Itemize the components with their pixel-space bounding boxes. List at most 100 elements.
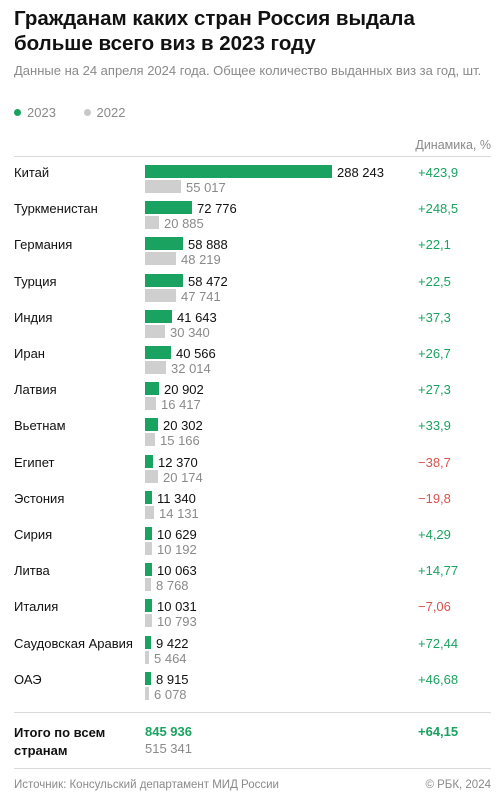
bar-2023 — [145, 418, 158, 431]
legend-label-2023: 2023 — [27, 105, 56, 120]
bar-2022 — [145, 542, 152, 555]
row-label: Вьетнам — [14, 418, 66, 433]
row-label: Индия — [14, 310, 53, 325]
dynamic-value: +4,29 — [418, 527, 451, 542]
bar-2023 — [145, 599, 152, 612]
value-label-2023: 58 888 — [188, 237, 228, 252]
bar-2023 — [145, 455, 153, 468]
bar-2023 — [145, 237, 183, 250]
dynamic-value: +22,1 — [418, 237, 451, 252]
value-label-2022: 55 017 — [186, 180, 226, 195]
value-label-2023: 10 063 — [157, 563, 197, 578]
legend-swatch-2023 — [14, 109, 21, 116]
brand-credit: © РБК, 2024 — [425, 779, 491, 791]
value-label-2023: 10 031 — [157, 599, 197, 614]
dynamic-value: −38,7 — [418, 455, 451, 470]
row-label: Саудовская Аравия — [14, 636, 133, 651]
total-value-2022: 515 341 — [145, 741, 192, 756]
total-value-2023: 845 936 — [145, 724, 192, 739]
total-label: Итого по всем странам — [14, 725, 106, 758]
row-label: Иран — [14, 346, 45, 361]
row-label: Германия — [14, 237, 73, 252]
bar-2023 — [145, 201, 192, 214]
bar-2022 — [145, 361, 166, 374]
total-divider — [14, 712, 491, 713]
footer-divider — [14, 768, 491, 769]
value-label-2023: 20 902 — [164, 382, 204, 397]
chart-subtitle: Данные на 24 апреля 2024 года. Общее кол… — [14, 63, 482, 78]
bar-2023 — [145, 636, 151, 649]
bar-2022 — [145, 651, 149, 664]
value-label-2022: 10 793 — [157, 614, 197, 629]
bar-2023 — [145, 310, 172, 323]
dynamic-value: +22,5 — [418, 274, 451, 289]
row-label: Туркменистан — [14, 201, 98, 216]
value-label-2023: 8 915 — [156, 672, 189, 687]
legend-item-2022: 2022 — [83, 105, 126, 120]
value-label-2023: 11 340 — [157, 491, 196, 506]
row-label: Китай — [14, 165, 50, 180]
value-label-2022: 5 464 — [154, 651, 187, 666]
bar-2022 — [145, 687, 149, 700]
legend-label-2022: 2022 — [96, 105, 126, 120]
bar-2022 — [145, 397, 156, 410]
bar-2023 — [145, 346, 171, 359]
header-divider — [14, 156, 491, 157]
value-label-2023: 12 370 — [158, 455, 198, 470]
value-label-2022: 48 219 — [181, 252, 221, 267]
row-label: Италия — [14, 599, 59, 614]
dynamic-value: +46,68 — [418, 672, 459, 687]
legend-swatch-2022 — [83, 109, 91, 116]
value-label-2023: 9 422 — [156, 636, 189, 651]
value-label-2023: 40 566 — [176, 346, 216, 361]
legend: 2023 2022 — [14, 104, 149, 120]
value-label-2022: 20 885 — [164, 216, 204, 231]
bar-2022 — [145, 433, 155, 446]
row-label: Турция — [14, 274, 57, 289]
legend-item-2023: 2023 — [14, 105, 56, 120]
value-label-2022: 30 340 — [170, 325, 210, 340]
value-label-2022: 32 014 — [171, 361, 211, 376]
dynamic-value: +27,3 — [418, 382, 451, 397]
bar-2023 — [145, 382, 159, 395]
source-note: Источник: Консульский департамент МИД Ро… — [14, 779, 279, 791]
chart-title: Гражданам каких стран Россия выдала боль… — [14, 7, 415, 55]
bar-2022 — [145, 289, 176, 302]
bar-2022 — [145, 325, 165, 338]
row-label: Эстония — [14, 491, 65, 506]
dynamic-value: +37,3 — [418, 310, 451, 325]
bar-2022 — [145, 506, 154, 519]
row-label: Египет — [14, 455, 55, 470]
value-label-2022: 15 166 — [160, 433, 200, 448]
bar-2023 — [145, 563, 152, 576]
bar-2023 — [145, 274, 183, 287]
value-label-2022: 20 174 — [163, 470, 203, 485]
bar-2023 — [145, 527, 152, 540]
dynamic-value: +72,44 — [418, 636, 459, 651]
bar-2022 — [145, 180, 181, 193]
row-label: Литва — [14, 563, 50, 578]
dynamic-value: −7,06 — [418, 599, 451, 614]
value-label-2022: 14 131 — [159, 506, 199, 521]
row-label: ОАЭ — [14, 672, 42, 687]
value-label-2022: 10 192 — [157, 542, 197, 557]
bar-2023 — [145, 672, 151, 685]
value-label-2022: 8 768 — [156, 578, 189, 593]
dynamic-value: +248,5 — [418, 201, 459, 216]
bar-2022 — [145, 252, 176, 265]
value-label-2022: 47 741 — [181, 289, 221, 304]
bar-2022 — [145, 470, 158, 483]
bar-2023 — [145, 491, 152, 504]
dynamic-value: +33,9 — [418, 418, 451, 433]
dynamic-value: −19,8 — [418, 491, 451, 506]
value-label-2022: 16 417 — [161, 397, 201, 412]
value-label-2023: 20 302 — [163, 418, 203, 433]
value-label-2023: 41 643 — [177, 310, 217, 325]
bar-2022 — [145, 614, 152, 627]
row-label: Сирия — [14, 527, 53, 542]
dynamic-value: +14,77 — [418, 563, 459, 578]
value-label-2023: 72 776 — [197, 201, 237, 216]
row-label: Латвия — [14, 382, 57, 397]
dynamics-column-header: Динамика, % — [415, 138, 491, 152]
bar-2023 — [145, 165, 332, 178]
